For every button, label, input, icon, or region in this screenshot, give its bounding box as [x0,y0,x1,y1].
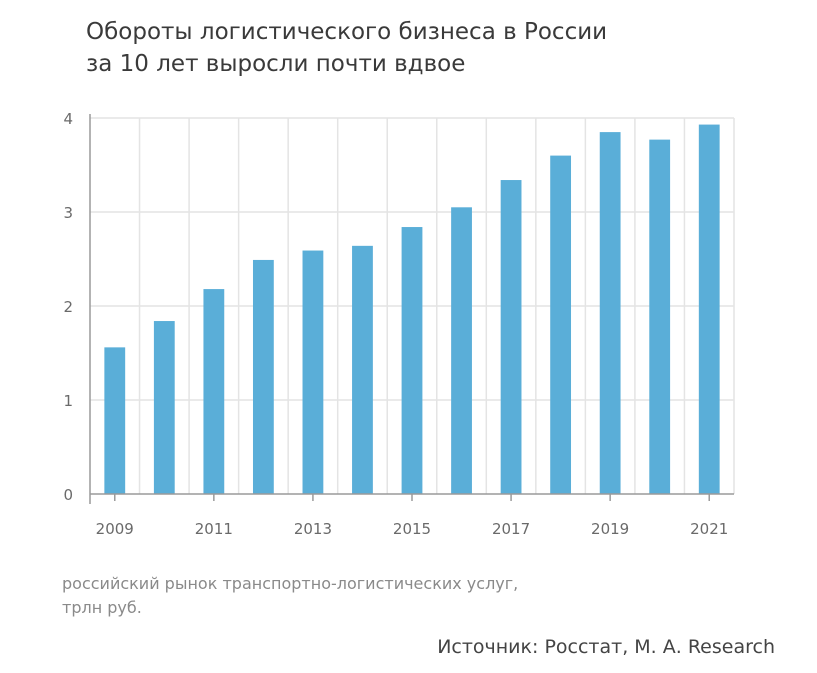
caption-line-1: российский рынок транспортно-логистическ… [62,574,519,593]
chart-axes [89,114,734,504]
x-tick-label: 2019 [591,520,629,538]
bar-2011 [203,289,225,494]
bar-2020 [649,139,671,494]
bar-2016 [451,207,472,495]
chart-title: Обороты логистического бизнеса в России … [86,16,786,80]
x-tick-label: 2009 [96,520,134,538]
y-tick-label: 1 [63,392,73,410]
y-tick-label: 4 [63,110,73,128]
bar-chart: 0 1 2 3 4 2009 2011 2013 2015 2017 2019 2021 [63,110,735,538]
bar-2021 [698,124,720,494]
chart-title-line-1: Обороты логистического бизнеса в России [86,19,608,45]
bar-2010 [153,321,175,494]
x-tick-label: 2017 [492,520,530,538]
chart-title-line-2: за 10 лет выросли почти вдвое [86,51,466,77]
bar-2018 [550,155,572,494]
y-tick-label: 0 [63,486,73,504]
x-tick-label: 2021 [690,520,728,538]
chart-caption: российский рынок транспортно-логистическ… [62,572,702,620]
caption-line-2: трлн руб. [62,598,142,617]
chart-grid [90,117,735,494]
x-tick-label: 2013 [294,520,332,538]
bar-2014 [352,245,373,494]
x-tick-label: 2011 [195,520,233,538]
bar-2015 [401,227,423,495]
bar-2012 [252,259,274,494]
y-tick-label: 2 [63,298,73,316]
bar-2019 [599,132,621,494]
chart-tick-labels: 0 1 2 3 4 2009 2011 2013 2015 2017 2019 2021 [63,110,728,538]
y-tick-label: 3 [63,204,73,222]
x-tick-label: 2015 [393,520,431,538]
bar-2013 [302,250,324,494]
bar-2017 [500,180,522,495]
source-note: Источник: Росстат, М. А. Research [437,636,775,658]
bar-2009 [104,347,126,494]
chart-bars [104,124,720,495]
